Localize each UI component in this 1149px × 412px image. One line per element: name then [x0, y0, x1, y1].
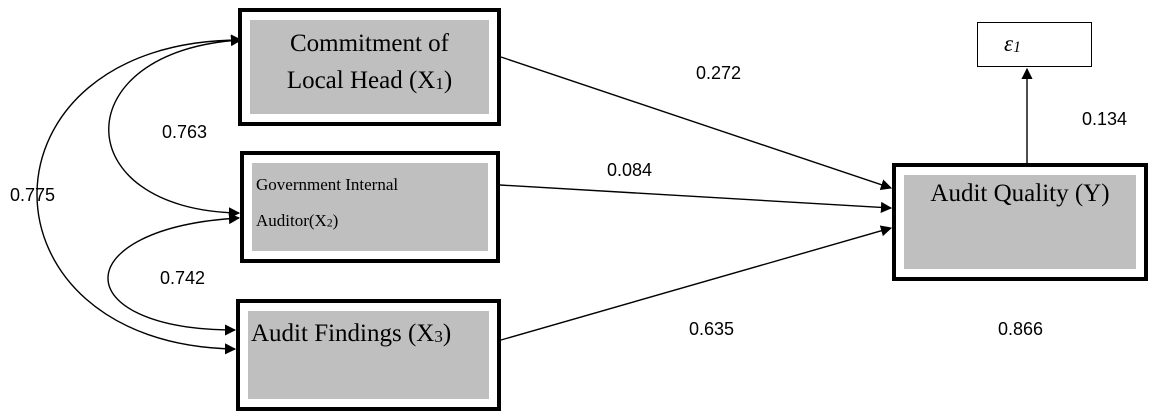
node-commitment-local-head: Commitment of Local Head (X1) [238, 8, 501, 126]
node-x3-label: Audit Findings (X3) [251, 320, 452, 347]
node-x2-line2: Auditor(X2) [256, 211, 339, 230]
node-x1-line2: Local Head (X1) [286, 67, 453, 94]
error-symbol: ε [1004, 31, 1014, 56]
path-x3-to-y [500, 225, 893, 341]
node-audit-findings: Audit Findings (X3) [236, 299, 501, 411]
coef-x2-y: 0.084 [607, 160, 653, 180]
path-x1-to-y [500, 56, 893, 191]
error-term-box: ε1 [977, 22, 1092, 67]
coef-x1-x3: 0.775 [10, 185, 56, 205]
coef-x1-x2: 0.763 [162, 122, 208, 142]
correlation-x2-x3 [107, 212, 241, 336]
node-x2-line1: Government Internal [256, 175, 399, 194]
error-subscript: 1 [1013, 38, 1021, 56]
node-audit-quality: Audit Quality (Y) [892, 163, 1148, 281]
node-government-internal-auditor: Government Internal Auditor(X2) [240, 151, 500, 263]
node-x1-line1: Commitment of [289, 30, 450, 57]
coef-x1-y: 0.272 [696, 63, 742, 83]
correlation-x1-x2 [108, 34, 243, 219]
correlation-x1-x3 [36, 34, 243, 355]
path-x2-to-y [499, 184, 893, 213]
coef-r-square: 0.866 [998, 319, 1044, 339]
node-y-label: Audit Quality (Y) [930, 180, 1110, 207]
coef-x2-x3: 0.742 [160, 268, 206, 288]
coef-x3-y: 0.635 [689, 319, 735, 339]
coef-y-error: 0.134 [1082, 109, 1128, 129]
